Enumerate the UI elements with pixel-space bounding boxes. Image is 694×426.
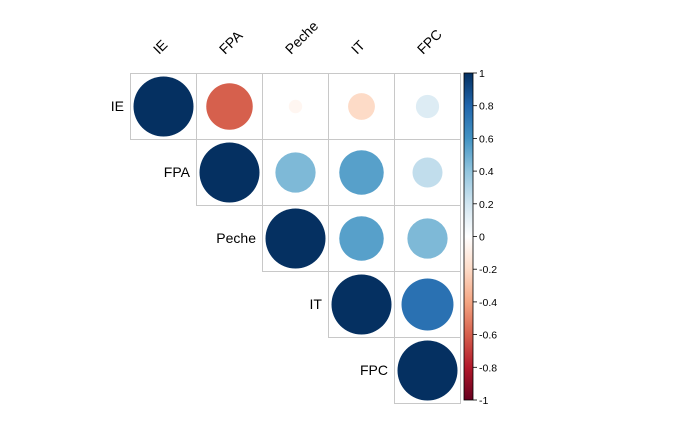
legend-tick-label: -0.4 — [479, 297, 497, 309]
row-label-fpa: FPA — [164, 164, 191, 180]
legend-tick-label: -1 — [479, 395, 488, 407]
corr-circle-peche-peche — [265, 208, 326, 269]
legend-tick-label: -0.6 — [479, 330, 497, 342]
corr-circle-peche-fpc — [407, 218, 448, 259]
cells-layer — [130, 73, 461, 404]
column-label-fpc: FPC — [414, 26, 445, 57]
corr-circle-ie-ie — [133, 76, 194, 137]
grid-cell-fpc-fpc — [394, 337, 461, 404]
row-label-it: IT — [310, 296, 323, 312]
row-labels: IE FPA Peche IT FPC — [111, 98, 388, 378]
legend-tick-label: -0.2 — [479, 264, 497, 276]
corr-circle-fpa-peche — [275, 152, 316, 193]
color-legend-bar — [463, 72, 474, 401]
color-legend-ticks: 1 0.8 0.6 0.4 0.2 0 -0.2 -0.4 -0.6 -0.8 -1 — [473, 68, 497, 407]
legend-tick-label: -0.8 — [479, 362, 497, 374]
column-label-it: IT — [348, 37, 368, 57]
corr-circle-peche-it — [339, 216, 384, 261]
row-label-peche: Peche — [216, 230, 256, 246]
column-label-fpa: FPA — [216, 27, 246, 57]
row-label-fpc: FPC — [360, 362, 388, 378]
corr-circle-it-it — [331, 274, 392, 335]
corr-circle-fpa-fpc — [412, 157, 443, 188]
legend-tick-label: 0.6 — [479, 133, 494, 145]
corr-circle-ie-peche — [288, 99, 303, 114]
circles-layer — [133, 76, 458, 401]
legend-tick-label: 0 — [479, 232, 485, 244]
column-label-peche: Peche — [282, 18, 322, 58]
legend-tick-label: 0.8 — [479, 101, 494, 113]
corr-circle-fpc-fpc — [397, 340, 458, 401]
color-legend: 1 0.8 0.6 0.4 0.2 0 -0.2 -0.4 -0.6 -0.8 -1 — [463, 68, 497, 407]
corr-circle-fpa-it — [339, 150, 384, 195]
legend-tick-label: 0.4 — [479, 166, 494, 178]
legend-tick-label: 0.2 — [479, 199, 494, 211]
column-label-ie: IE — [150, 36, 171, 57]
corr-circle-it-fpc — [401, 278, 454, 331]
legend-tick-label: 1 — [479, 68, 485, 80]
row-label-ie: IE — [111, 98, 124, 114]
corr-circle-ie-it — [348, 93, 375, 120]
column-labels: IE FPA Peche IT FPC — [150, 18, 445, 58]
corr-circle-ie-fpc — [415, 94, 440, 119]
corr-circle-ie-fpa — [206, 83, 253, 130]
corr-circle-fpa-fpa — [199, 142, 260, 203]
